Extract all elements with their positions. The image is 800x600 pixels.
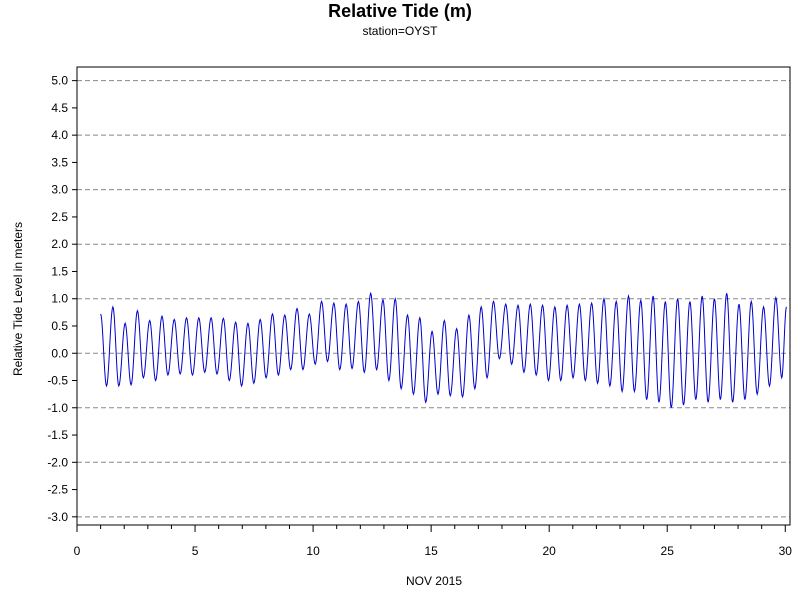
y-tick-label: 3.5 bbox=[51, 155, 68, 169]
chart-subtitle: station=OYST bbox=[362, 24, 438, 38]
gridlines bbox=[77, 80, 790, 518]
y-tick-label: 5.0 bbox=[51, 74, 68, 88]
series-line bbox=[100, 291, 787, 408]
x-tick-label: 25 bbox=[661, 544, 675, 558]
y-tick-label: 0.0 bbox=[51, 346, 68, 360]
y-axis-label: Relative Tide Level in meters bbox=[11, 222, 25, 376]
y-tick-label: 0.5 bbox=[51, 319, 68, 333]
y-tick-label: -1.0 bbox=[47, 401, 68, 415]
x-tick-label: 0 bbox=[74, 544, 81, 558]
x-tick-label: 15 bbox=[424, 544, 438, 558]
y-tick-label: -2.0 bbox=[47, 455, 68, 469]
y-tick-label: 2.0 bbox=[51, 237, 68, 251]
y-tick-label: 1.5 bbox=[51, 264, 68, 278]
x-tick-label: 20 bbox=[543, 544, 557, 558]
series-layer bbox=[100, 291, 787, 408]
x-tick-label: 30 bbox=[779, 544, 793, 558]
y-tick-label: -3.0 bbox=[47, 510, 68, 524]
x-axis-label: NOV 2015 bbox=[406, 574, 462, 588]
y-tick-label: 2.5 bbox=[51, 210, 68, 224]
y-tick-label: 4.0 bbox=[51, 128, 68, 142]
chart-title: Relative Tide (m) bbox=[328, 1, 472, 21]
y-axis: 5.0 4.5 4.0 3.5 3.0 2.5 2.0 1.5 1.0 0.5 0.0 -0.5 -1.… bbox=[47, 74, 77, 524]
y-tick-label: 4.5 bbox=[51, 101, 68, 115]
x-tick-label: 10 bbox=[306, 544, 320, 558]
x-axis: 0 5 10 15 20 25 30 bbox=[74, 525, 793, 558]
y-tick-label: 1.0 bbox=[51, 292, 68, 306]
x-tick-label: 5 bbox=[192, 544, 199, 558]
y-tick-label: -0.5 bbox=[47, 374, 68, 388]
y-tick-label: -2.5 bbox=[47, 483, 68, 497]
y-tick-label: 3.0 bbox=[51, 183, 68, 197]
y-tick-label: -1.5 bbox=[47, 428, 68, 442]
plot-frame bbox=[76, 66, 791, 526]
